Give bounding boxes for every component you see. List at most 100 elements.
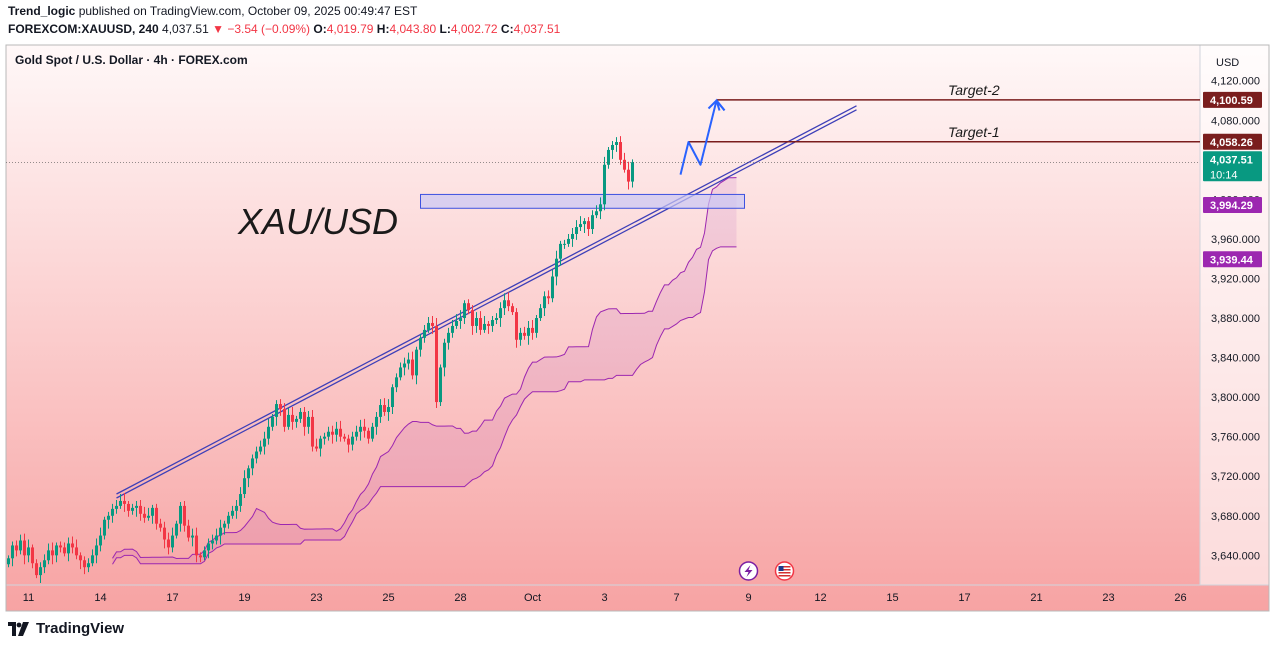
close-label: C: [500,22,514,36]
candle-body [171,535,174,548]
candle-body [131,507,134,511]
target-price-tag: 4,058.26 [1210,137,1253,149]
candle-body [407,359,410,364]
candle-body [247,468,250,479]
candle-body [435,325,438,403]
candle-body [155,507,158,524]
candle-body [111,508,114,516]
candle-body [79,555,82,561]
candle-body [203,550,206,558]
candle-body [123,500,126,504]
y-tick-label: 4,120.000 [1211,76,1260,88]
x-tick-label: Oct [524,592,541,604]
trendline-upper [116,105,857,495]
chart-title: Gold Spot / U.S. Dollar · 4h · FOREX.com [15,53,248,67]
cloud-price-tag-bg [1203,197,1262,214]
candle-body [427,322,430,330]
high-value: 4,043.80 [389,22,437,36]
lightning-glyph [744,565,753,577]
candle-body [207,543,210,551]
candle-body [223,523,226,528]
candle-body [83,560,86,568]
x-tick-label: 14 [94,592,106,604]
candle-body [87,563,90,568]
event-markers[interactable] [738,561,795,581]
candle-body [359,426,362,432]
candle-body [279,404,282,409]
candle-body [411,359,414,376]
candle-body [539,308,542,319]
candle-body [59,545,62,548]
candle-body [503,300,506,309]
candle-body [167,539,170,548]
cloud-fill [112,177,737,565]
candle-body [443,342,446,368]
candle-body [447,332,450,343]
candle-body [27,547,30,556]
candle-body [419,337,422,350]
candle-body [7,558,10,565]
candle-body [47,550,50,561]
candle-body [459,318,462,321]
symbol-name[interactable]: FOREXCOM:XAUUSD, 240 [8,22,159,36]
candle-body [307,416,310,427]
y-tick-label: 3,840.000 [1211,353,1260,365]
low-label: L: [439,22,451,36]
candle-body [295,418,298,422]
candle-body [71,543,74,548]
candle-body [431,322,434,326]
candle-body [615,142,618,145]
y-tick-label: 3,800.000 [1211,392,1260,404]
candle-body [607,149,610,165]
candle-body [323,436,326,439]
candle-body [119,500,122,506]
candle-body [491,320,494,326]
support-zone-box [420,193,745,209]
candle-body [519,332,522,340]
symbol-info-line: FOREXCOM:XAUUSD, 240 4,037.51 ▼ −3.54 (−… [8,22,560,36]
candle-body [439,367,442,403]
candle-body [19,540,22,551]
x-tick-label: 12 [814,592,826,604]
candle-body [159,523,162,528]
chart-background [6,45,1269,611]
candle-body [39,567,42,576]
target-lines[interactable]: Target-1 Target-2 [688,82,1201,143]
candle-body [227,515,230,524]
x-tick-label: 7 [673,592,679,604]
tradingview-logo[interactable]: TradingView [8,620,124,637]
candle-body [147,515,150,518]
candle-body [379,405,382,417]
candle-body [367,430,370,439]
candle-body [151,507,154,516]
candle-body [191,535,194,538]
time-axis[interactable]: 11 14 17 19 23 25 28 Oct 3 7 9 12 15 17 21 23 26 [23,592,1187,604]
trendline-channel[interactable] [116,105,857,499]
candle-body [395,377,398,388]
projection-tail [715,99,726,112]
author-name[interactable]: Trend_logic [8,4,76,18]
candle-body [551,276,554,299]
candle-body [51,550,54,556]
candle-body [335,428,338,435]
candle-body [383,405,386,412]
y-tick-label: 3,720.000 [1211,471,1260,483]
flag-stripe [778,572,791,574]
projection-arrow[interactable] [679,98,726,175]
x-tick-label: 9 [745,592,751,604]
candle-body [399,367,402,378]
currency-label[interactable]: USD [1216,57,1239,69]
y-tick-label: 3,960.000 [1211,234,1260,246]
candle-body [511,306,514,313]
candle-body [163,527,166,540]
price-change: ▼ −3.54 (−0.09%) [212,22,311,36]
cloud-price-tag: 3,939.44 [1210,254,1254,266]
candles [7,136,634,584]
candle-body [343,436,346,439]
support-zone[interactable] [420,193,745,209]
target-name: Target-2 [948,82,1000,98]
flag-stripe [778,566,791,568]
candle-body [475,318,478,326]
tradingview-brand: TradingView [36,620,125,637]
